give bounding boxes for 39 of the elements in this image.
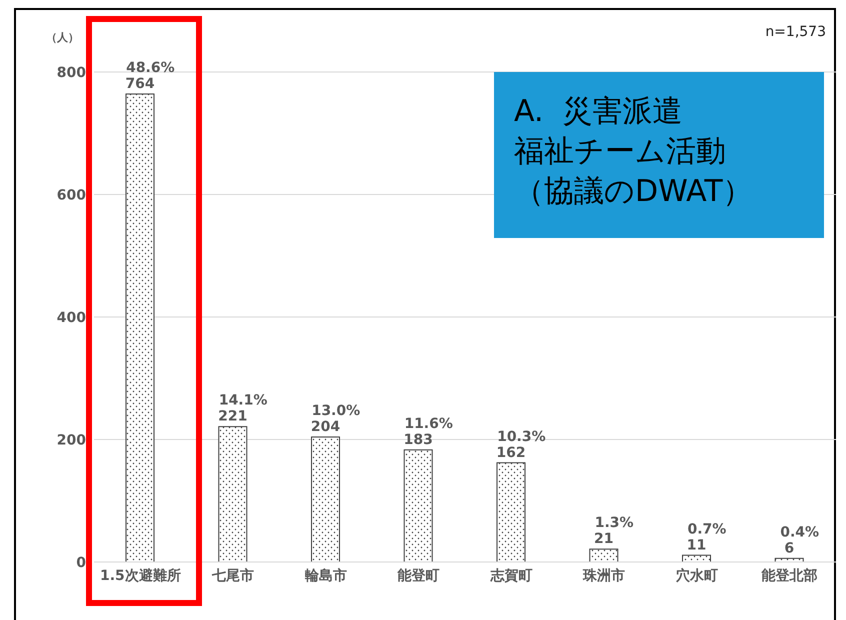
- y-tick-label: 0: [76, 554, 86, 571]
- y-tick-label: 800: [56, 64, 86, 81]
- text: n=1,573: [765, 24, 826, 40]
- y-tick-label: 400: [56, 310, 86, 326]
- x-tick-label: 輪島市: [304, 566, 347, 584]
- data-label: 11: [686, 537, 706, 554]
- data-label: 204: [310, 419, 340, 436]
- annotation: 10.3%: [497, 428, 546, 445]
- y-axis-title: （人）: [46, 30, 79, 45]
- bar: [682, 554, 711, 562]
- data-label: 221: [218, 408, 248, 425]
- bar: [496, 462, 526, 562]
- bar: [404, 449, 433, 562]
- x-tick-label: 志賀町: [489, 568, 532, 584]
- bar: [311, 436, 340, 562]
- annotation: 0.4%: [780, 524, 820, 540]
- y-tick-label: 200: [56, 432, 86, 448]
- x-tick-label: 能登町: [398, 568, 440, 584]
- annotation: 1.3%: [594, 515, 634, 532]
- y-tick-label: 600: [56, 187, 86, 204]
- data-label: 162: [496, 444, 526, 461]
- x-tick-label: 珠洲市: [582, 566, 626, 584]
- data-label: 183: [404, 432, 433, 448]
- data-label: 6: [784, 540, 794, 556]
- annotation: 11.6%: [404, 416, 453, 432]
- data-label: 764: [125, 76, 155, 92]
- bar: [218, 426, 248, 562]
- x-tick-label: 能登北部: [762, 566, 818, 584]
- annotation: 0.7%: [687, 521, 726, 538]
- x-tick-label: 1.5次避難所: [100, 566, 181, 584]
- annotation: 48.6%: [126, 60, 175, 76]
- annotation: 14.1%: [218, 392, 268, 409]
- x-tick-label: 穴水町: [674, 566, 718, 584]
- title-panel: A. 災害派遣 福祉チーム活動（協議のDWAT）: [494, 72, 824, 238]
- bar: [589, 548, 618, 562]
- x-tick-label: 七尾市: [211, 566, 254, 584]
- data-label: 21: [594, 531, 614, 548]
- bar: [126, 94, 154, 562]
- annotation: 13.0%: [312, 403, 360, 420]
